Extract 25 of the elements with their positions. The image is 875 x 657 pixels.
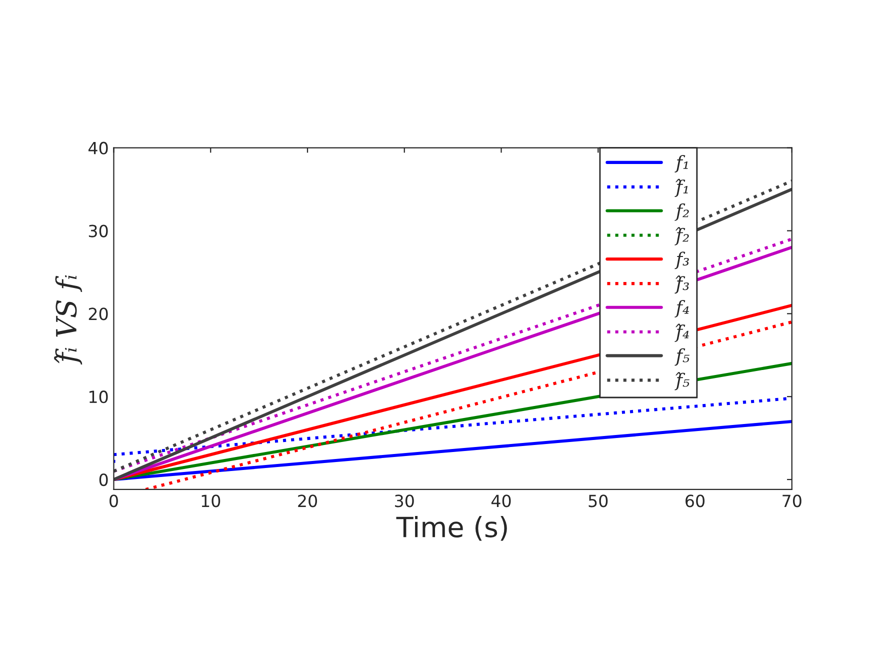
x-axis-title: Time (s) xyxy=(396,516,507,541)
x-tick-label: 40 xyxy=(491,494,511,508)
x-tick-label: 10 xyxy=(202,494,220,508)
y-tick-label: 30 xyxy=(88,224,108,238)
x-tick-label: 60 xyxy=(686,494,704,508)
x-tick-label: 20 xyxy=(298,494,317,508)
legend-label: f₄ xyxy=(674,300,689,318)
legend-label: f̂₄ xyxy=(674,324,689,342)
y-axis-title: f̂ᵢ VS fᵢ xyxy=(54,275,82,365)
legend-label: f̂₅ xyxy=(674,372,690,390)
y-tick-label: 0 xyxy=(99,473,108,486)
x-tick-label: 70 xyxy=(782,494,802,508)
legend-label: f₂ xyxy=(674,203,689,221)
x-tick-label: 0 xyxy=(110,494,118,508)
x-tick-label: 50 xyxy=(588,494,608,508)
x-tick-label: 30 xyxy=(395,494,414,508)
legend-label: f₁ xyxy=(674,155,688,173)
legend-label: f̂₁ xyxy=(674,178,688,198)
y-tick-label: 40 xyxy=(88,142,108,154)
y-tick-label: 20 xyxy=(88,308,108,320)
legend-label: f̂₃ xyxy=(674,275,689,294)
y-tick-label: 10 xyxy=(90,390,108,404)
legend-label: f̂₂ xyxy=(674,227,689,246)
legend-label: f₅ xyxy=(674,348,690,366)
legend-label: f₃ xyxy=(674,252,689,270)
